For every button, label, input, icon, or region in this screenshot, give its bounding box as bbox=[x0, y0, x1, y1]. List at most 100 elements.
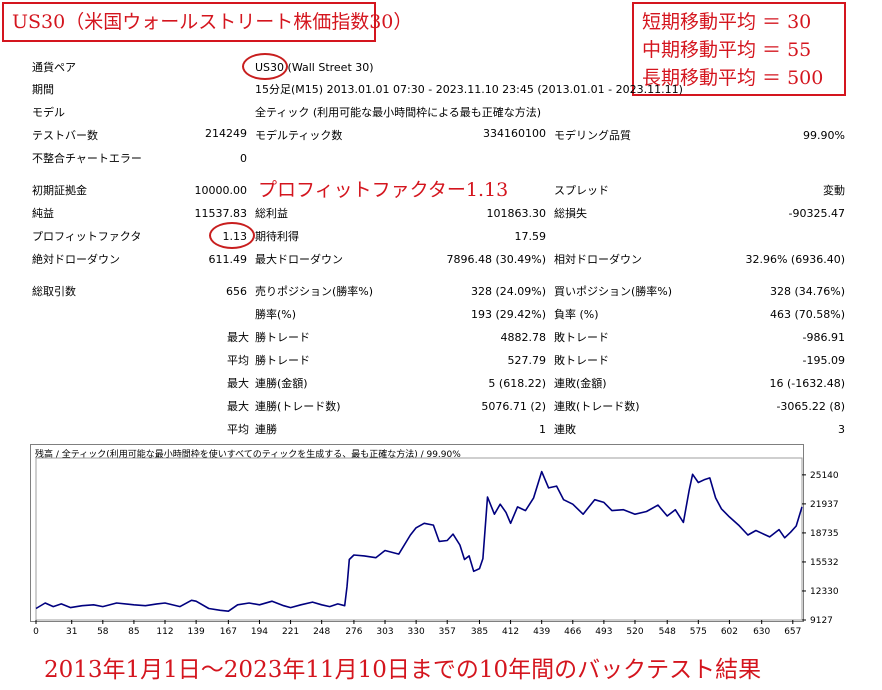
pf-label: プロフィットファクタ bbox=[32, 230, 142, 243]
ticks-label: モデルティック数 bbox=[255, 129, 343, 142]
deposit-label: 初期証拠金 bbox=[32, 184, 87, 197]
mismatch-value: 0 bbox=[240, 152, 247, 165]
avg-win-value: 527.79 bbox=[507, 354, 547, 367]
loss-rate-value: 463 (70.58%) bbox=[769, 308, 845, 321]
total-trades-value: 656 bbox=[226, 285, 247, 298]
long-value: 328 (34.76%) bbox=[769, 285, 845, 298]
page-title: US30（米国ウォールストリート株価指数30） bbox=[2, 2, 412, 42]
y-tick-label: 18735 bbox=[810, 529, 839, 539]
x-tick-label: 657 bbox=[784, 627, 801, 637]
avg-loss-label: 敗トレード bbox=[554, 354, 609, 367]
pair-label: 通貨ペア bbox=[32, 61, 76, 74]
bottom-caption: 2013年1月1日～2023年11月10日までの10年間のバックテスト結果 bbox=[44, 657, 762, 683]
max-consec-profit-label: 連勝(トレード数) bbox=[255, 400, 341, 413]
gross-loss-label: 総損失 bbox=[554, 207, 587, 220]
deposit-value: 10000.00 bbox=[194, 184, 248, 197]
max-consec-loss-value: -3065.22 (8) bbox=[776, 400, 845, 413]
gross-profit-label: 総利益 bbox=[255, 207, 288, 220]
mismatch-label: 不整合チャートエラー bbox=[32, 152, 142, 165]
consec-wins-money-value: 5 (618.22) bbox=[488, 377, 546, 390]
pair-highlight-circle bbox=[242, 53, 288, 80]
max-prefix-3: 最大 bbox=[227, 400, 249, 413]
bars-label: テストバー数 bbox=[32, 129, 98, 142]
consec-losses-money-value: 16 (-1632.48) bbox=[769, 377, 845, 390]
x-tick-label: 85 bbox=[128, 627, 139, 637]
total-trades-label: 総取引数 bbox=[32, 285, 76, 298]
avg-consec-losses-value: 3 bbox=[838, 423, 845, 436]
x-tick-label: 493 bbox=[595, 627, 612, 637]
x-tick-label: 412 bbox=[502, 627, 519, 637]
y-tick-label: 12330 bbox=[810, 587, 839, 597]
loss-rate-label: 負率 (%) bbox=[554, 308, 599, 321]
x-tick-label: 439 bbox=[533, 627, 550, 637]
short-value: 328 (24.09%) bbox=[470, 285, 546, 298]
long-label: 買いポジション(勝率%) bbox=[554, 285, 673, 298]
rel-dd-value: 32.96% (6936.40) bbox=[745, 253, 845, 266]
net-label: 純益 bbox=[32, 207, 54, 220]
consec-losses-money-label: 連敗(金額) bbox=[554, 377, 607, 390]
model-value: 全ティック (利用可能な最小時間枠による最も正確な方法) bbox=[255, 106, 542, 119]
short-label: 売りポジション(勝率%) bbox=[255, 285, 374, 298]
x-tick-label: 357 bbox=[439, 627, 456, 637]
max-prefix-1: 最大 bbox=[227, 331, 249, 344]
bars-value: 214249 bbox=[205, 127, 247, 140]
x-tick-label: 520 bbox=[626, 627, 643, 637]
x-tick-label: 194 bbox=[251, 627, 268, 637]
spread-label: スプレッド bbox=[554, 184, 609, 197]
x-tick-label: 221 bbox=[282, 627, 299, 637]
period-label: 期間 bbox=[32, 83, 54, 96]
max-win-value: 4882.78 bbox=[500, 331, 547, 344]
x-tick-label: 112 bbox=[156, 627, 173, 637]
chart-title: 残高 / 全ティック(利用可能な最小時間枠を使いすべてのティックを生成する、最も… bbox=[35, 450, 461, 460]
pf-highlight-circle bbox=[209, 222, 255, 249]
x-tick-label: 548 bbox=[659, 627, 676, 637]
x-tick-label: 139 bbox=[188, 627, 205, 637]
max-prefix-2: 最大 bbox=[227, 377, 249, 390]
y-tick-label: 25140 bbox=[810, 471, 839, 481]
pair-name: (Wall Street 30) bbox=[284, 61, 374, 74]
x-tick-label: 276 bbox=[345, 627, 362, 637]
x-tick-label: 385 bbox=[471, 627, 488, 637]
max-dd-label: 最大ドローダウン bbox=[255, 253, 343, 266]
rel-dd-label: 相対ドローダウン bbox=[554, 253, 642, 266]
quality-label: モデリング品質 bbox=[554, 129, 631, 142]
x-tick-label: 248 bbox=[313, 627, 330, 637]
abs-dd-value: 611.49 bbox=[208, 253, 248, 266]
model-label: モデル bbox=[32, 106, 65, 119]
spread-value: 変動 bbox=[823, 184, 845, 197]
period-value: 15分足(M15) 2013.01.01 07:30 - 2023.11.10 … bbox=[255, 83, 683, 96]
x-tick-label: 602 bbox=[721, 627, 738, 637]
max-win-label: 勝トレード bbox=[255, 331, 310, 344]
win-rate-label: 勝率(%) bbox=[255, 308, 297, 321]
max-loss-label: 敗トレード bbox=[554, 331, 609, 344]
expected-label: 期待利得 bbox=[255, 230, 299, 243]
ticks-value: 334160100 bbox=[483, 127, 546, 140]
net-value: 11537.83 bbox=[194, 207, 248, 220]
y-tick-label: 9127 bbox=[810, 616, 833, 626]
x-tick-label: 630 bbox=[753, 627, 770, 637]
max-loss-value: -986.91 bbox=[802, 331, 845, 344]
avg-loss-value: -195.09 bbox=[802, 354, 845, 367]
max-consec-loss-label: 連敗(トレード数) bbox=[554, 400, 640, 413]
plot-frame bbox=[35, 457, 803, 621]
avg-consec-wins-value: 1 bbox=[539, 423, 546, 436]
avg-win-label: 勝トレード bbox=[255, 354, 310, 367]
x-tick-label: 0 bbox=[33, 627, 39, 637]
y-tick-label: 21937 bbox=[810, 500, 839, 510]
x-tick-label: 31 bbox=[66, 627, 77, 637]
ma-mid: 中期移動平均 ＝ 55 bbox=[642, 39, 812, 61]
ma-settings-box: 短期移動平均 ＝ 30 中期移動平均 ＝ 55 長期移動平均 ＝ 500 bbox=[632, 2, 846, 96]
win-rate-value: 193 (29.42%) bbox=[470, 308, 546, 321]
x-tick-label: 330 bbox=[408, 627, 425, 637]
gross-profit-value: 101863.30 bbox=[486, 207, 547, 220]
pf-annotation: プロフィットファクター1.13 bbox=[258, 179, 509, 201]
expected-value: 17.59 bbox=[514, 230, 547, 243]
avg-consec-losses-label: 連敗 bbox=[554, 423, 576, 436]
avg-prefix-2: 平均 bbox=[227, 423, 249, 436]
max-consec-profit-value: 5076.71 (2) bbox=[481, 400, 546, 413]
consec-wins-money-label: 連勝(金額) bbox=[255, 377, 308, 390]
avg-consec-wins-label: 連勝 bbox=[255, 423, 277, 436]
abs-dd-label: 絶対ドローダウン bbox=[32, 253, 120, 266]
balance-series-line bbox=[35, 470, 803, 613]
